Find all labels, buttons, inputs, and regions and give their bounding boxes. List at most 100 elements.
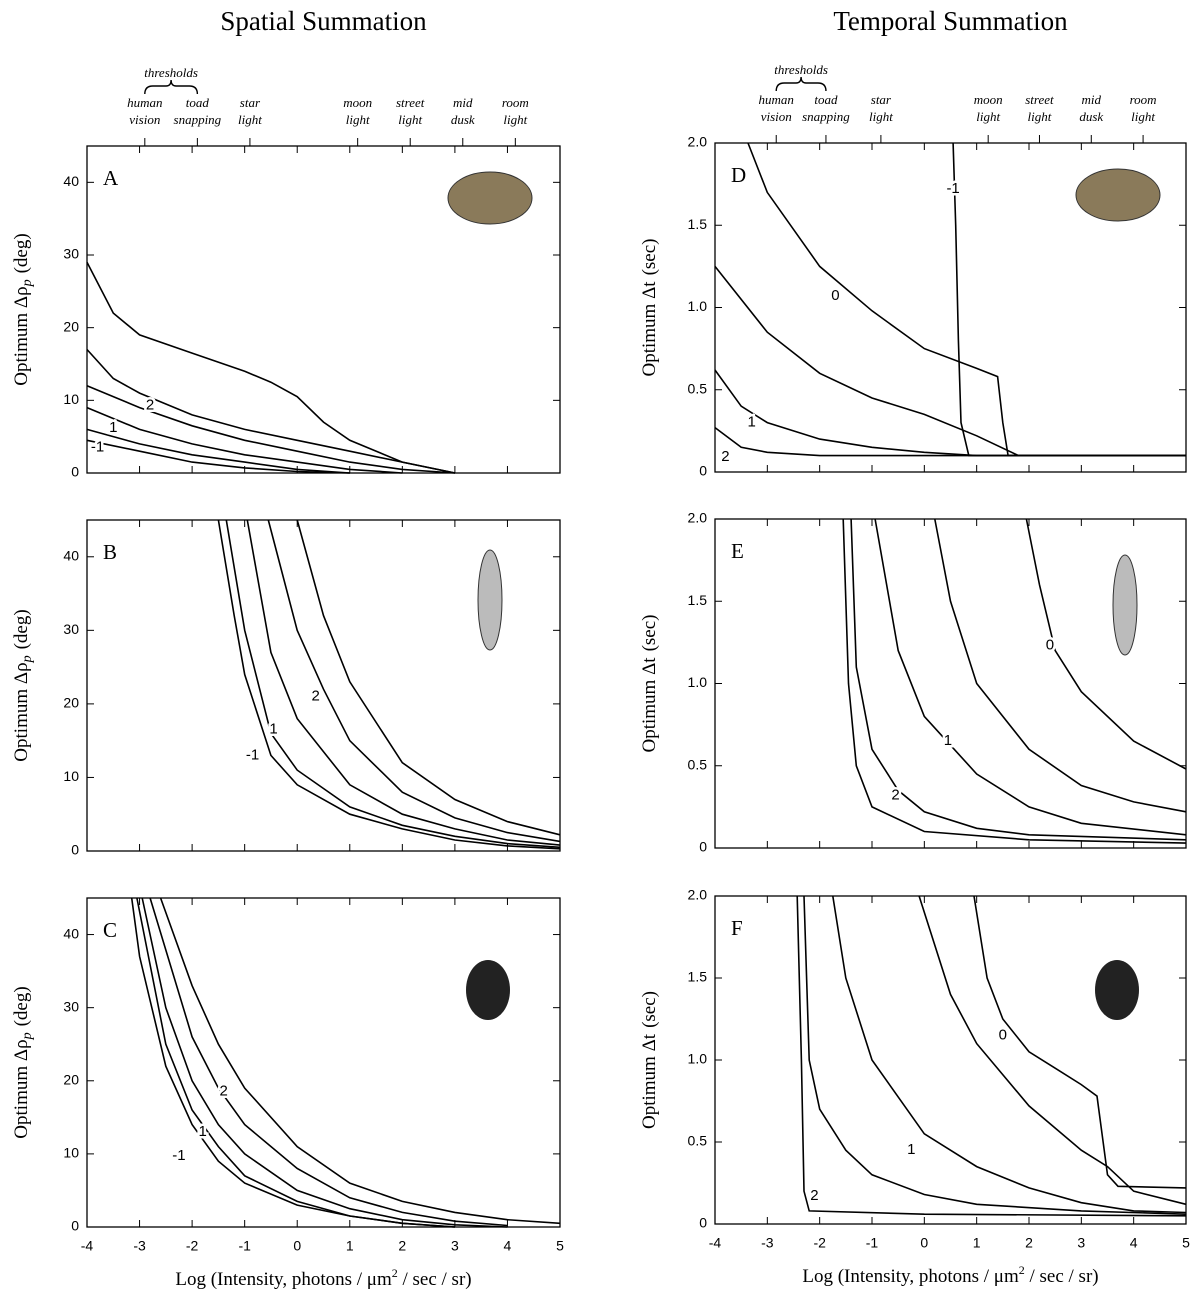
y-tick-label: 20: [63, 695, 79, 711]
curve: [918, 895, 1187, 1206]
curve-label: -1: [91, 439, 104, 456]
x-axis-label: Log (Intensity, photons / μm2 / sec / sr…: [175, 1266, 471, 1291]
y-label-text: Optimum Δt: [639, 657, 660, 753]
y-tick-label: 2.0: [688, 134, 708, 150]
column-title: Spatial Summation: [220, 6, 427, 36]
y-label-unit: (deg): [11, 609, 32, 649]
marker-label: human: [127, 95, 162, 110]
panel-letter: D: [731, 163, 746, 187]
beetle-icon: [466, 960, 510, 1020]
curve: [874, 518, 1187, 836]
y-tick-label: 10: [63, 391, 79, 407]
y-tick-label: 40: [63, 925, 79, 941]
curve-label: -1: [246, 746, 259, 763]
x-label-after: / sec / sr): [1025, 1266, 1099, 1287]
y-tick-label: 0: [699, 839, 707, 855]
marker-label: vision: [129, 112, 160, 127]
curve: [217, 519, 561, 850]
marker-label: human: [759, 92, 794, 107]
curve-label: 1: [109, 419, 117, 436]
y-tick-label: 0: [71, 842, 79, 858]
y-tick-label: 30: [63, 998, 79, 1014]
y-label-sub: p: [20, 655, 35, 663]
x-axis-label: Log (Intensity, photons / μm2 / sec / sr…: [802, 1263, 1098, 1288]
toad-icon: [1075, 168, 1161, 222]
marker-label: light: [976, 109, 1000, 124]
x-tick-label: 5: [556, 1238, 564, 1254]
curve-label: 0: [831, 287, 839, 304]
y-tick-label: 0.5: [688, 756, 708, 772]
panel-letter: F: [731, 916, 743, 940]
curve: [86, 348, 456, 474]
curve: [714, 265, 1186, 457]
x-tick-label: -4: [709, 1235, 722, 1251]
curve: [973, 895, 1187, 1189]
y-tick-label: 1.5: [688, 969, 708, 985]
y-tick-label: 20: [63, 318, 79, 334]
y-tick-label: 0: [71, 1218, 79, 1234]
y-tick-label: 1.5: [688, 592, 708, 608]
marker-label: light: [503, 112, 527, 127]
curve: [159, 897, 561, 1225]
y-tick-label: 0.5: [688, 380, 708, 396]
cricket-icon: [1112, 554, 1138, 656]
y-label-text: Optimum Δρ: [11, 662, 32, 761]
curve: [1025, 518, 1187, 770]
y-tick-label: 1.0: [688, 674, 708, 690]
plot-frame: [86, 897, 561, 1228]
y-axis-label: Optimum Δt (sec): [639, 991, 660, 1129]
marker-label: snapping: [802, 109, 850, 124]
marker-label: light: [1131, 109, 1155, 124]
y-label-sub: p: [20, 1032, 35, 1040]
plot-frame: [86, 519, 561, 852]
curve-label: 1: [747, 414, 755, 431]
markers-title: thresholds: [144, 65, 198, 80]
marker-label: street: [1025, 92, 1054, 107]
marker-label: room: [1130, 92, 1157, 107]
panel-letter: B: [103, 540, 117, 564]
y-label-text: Optimum Δρ: [11, 286, 32, 385]
x-tick-label: 3: [451, 1238, 459, 1254]
y-tick-label: 2.0: [688, 887, 708, 903]
y-label-unit: (sec): [639, 991, 660, 1028]
y-tick-label: 0: [699, 463, 707, 479]
x-tick-label: 0: [920, 1235, 928, 1251]
curve: [803, 895, 1187, 1215]
curve-label: 0: [1046, 637, 1054, 654]
marker-label: star: [871, 92, 892, 107]
x-tick-label: -1: [866, 1235, 879, 1251]
x-tick-label: 2: [398, 1238, 406, 1254]
y-tick-label: 0.5: [688, 1133, 708, 1149]
panel-letter: A: [103, 166, 119, 190]
plot-frame: [714, 518, 1187, 849]
curve: [796, 895, 1187, 1217]
y-label-text: Optimum Δρ: [11, 1039, 32, 1138]
marker-label: street: [396, 95, 425, 110]
threshold-brace: [144, 79, 199, 95]
curve-label: 2: [721, 448, 729, 465]
curve: [850, 518, 1187, 841]
curve-label: 0: [999, 1026, 1007, 1043]
marker-label: room: [502, 95, 529, 110]
y-label-text: Optimum Δt: [639, 1033, 660, 1129]
x-tick-label: -2: [813, 1235, 826, 1251]
marker-label: dusk: [451, 112, 475, 127]
curve: [141, 897, 508, 1228]
curve-label: 1: [944, 732, 952, 749]
markers-title: thresholds: [774, 62, 828, 77]
curve: [714, 426, 1186, 457]
marker-label: light: [346, 112, 370, 127]
marker-label: light: [238, 112, 262, 127]
curve-label: 2: [146, 396, 154, 413]
y-label-unit: (sec): [639, 238, 660, 275]
marker-label: light: [869, 109, 893, 124]
curve-label: -1: [946, 180, 959, 197]
curve: [842, 518, 1187, 844]
y-tick-label: 1.5: [688, 216, 708, 232]
animal-icons: [447, 168, 1161, 1020]
curve: [86, 428, 350, 474]
y-axis-label: Optimum Δt (sec): [639, 614, 660, 752]
y-axis-label: Optimum Δρp (deg): [11, 233, 35, 385]
curve-label: 2: [810, 1187, 818, 1204]
curve-label: 2: [891, 786, 899, 803]
